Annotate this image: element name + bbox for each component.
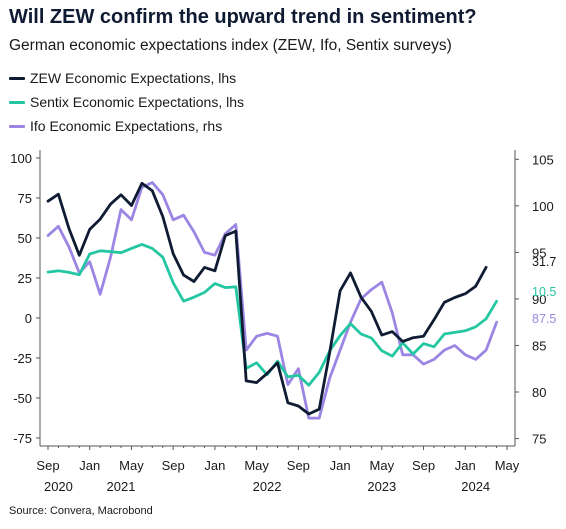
x-tick-label: Sep [412,458,435,473]
x-tick-label: May [119,458,144,473]
right-tick-label: 95 [532,245,546,260]
legend-swatch-zew [9,76,25,80]
legend-swatch-ifo [9,124,25,128]
x-year-label: 2022 [253,479,282,494]
left-tick-label: 75 [18,191,32,206]
end-value-label-ifo: 87.5 [532,312,556,326]
right-tick-label: 80 [532,385,546,400]
x-year-label: 2020 [44,479,73,494]
chart-subtitle: German economic expectations index (ZEW,… [9,37,452,54]
left-tick-label: -25 [13,351,32,366]
right-tick-label: 105 [532,152,554,167]
x-tick-label: Sep [36,458,59,473]
x-year-label: 2021 [107,479,136,494]
x-year-label: 2023 [367,479,396,494]
x-tick-label: Jan [330,458,351,473]
x-tick-label: Sep [162,458,185,473]
x-tick-label: Jan [204,458,225,473]
left-tick-label: 50 [18,231,32,246]
legend-label-zew: ZEW Economic Expectations, lhs [30,70,237,86]
legend-item-ifo: Ifo Economic Expectations, rhs [9,114,244,138]
right-tick-label: 75 [532,432,546,447]
x-year-label: 2024 [461,479,490,494]
chart-title: Will ZEW confirm the upward trend in sen… [9,6,477,28]
left-tick-label: -50 [13,391,32,406]
x-tick-label: Sep [287,458,310,473]
series-line-zew [46,181,488,416]
legend-item-zew: ZEW Economic Expectations, lhs [9,66,244,90]
left-tick-label: 0 [25,311,32,326]
x-tick-label: Jan [455,458,476,473]
right-tick-label: 100 [532,199,554,214]
left-tick-label: -75 [13,431,32,446]
source-note: Source: Convera, Macrobond [9,505,153,517]
legend-swatch-sentix [9,100,25,104]
legend-label-ifo: Ifo Economic Expectations, rhs [30,118,223,134]
right-tick-label: 85 [532,338,546,353]
x-tick-label: May [244,458,269,473]
series-line-ifo [46,181,499,420]
chart-legend: ZEW Economic Expectations, lhs Sentix Ec… [9,66,244,138]
legend-label-sentix: Sentix Economic Expectations, lhs [30,94,244,110]
legend-item-sentix: Sentix Economic Expectations, lhs [9,90,244,114]
left-tick-label: 25 [18,271,32,286]
end-value-label-sentix: 10.5 [532,285,556,299]
x-tick-label: May [495,458,520,473]
x-tick-label: Jan [79,458,100,473]
series-line-sentix [46,242,499,387]
x-tick-label: May [370,458,395,473]
end-value-label-zew: 31.7 [532,255,556,269]
right-tick-label: 90 [532,292,546,307]
left-tick-label: 100 [10,151,32,166]
